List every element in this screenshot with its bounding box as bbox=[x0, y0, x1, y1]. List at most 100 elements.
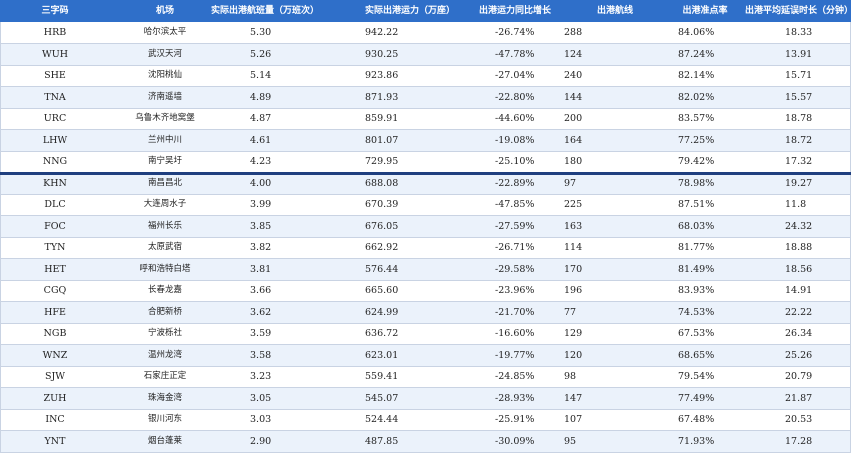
cell-code: INC bbox=[45, 414, 65, 425]
cell-yoy: -44.60% bbox=[495, 113, 535, 124]
cell-airport: 温州龙湾 bbox=[147, 349, 182, 360]
table-row: SJW 石家庄正定 3.23 559.41 -24.85% 98 79.54% 20.79 bbox=[0, 366, 851, 388]
cell-delay: 15.57 bbox=[785, 91, 813, 103]
cell-delay: 24.32 bbox=[785, 220, 813, 232]
cell-code: NNG bbox=[42, 156, 68, 167]
header-routes: 出港航线 bbox=[596, 6, 633, 16]
cell-capacity: 676.05 bbox=[365, 220, 399, 232]
cell-capacity: 576.44 bbox=[365, 263, 399, 275]
cell-delay: 26.34 bbox=[785, 328, 813, 339]
cell-routes: 170 bbox=[564, 263, 583, 275]
header-code: 三字码 bbox=[41, 6, 69, 16]
table-header: 三字码 机场 实际出港航班量（万班次） 实际出港运力（万座） 出港运力同比增长 … bbox=[0, 0, 853, 22]
cell-code: HET bbox=[44, 263, 66, 275]
table-row: NNG 南宁吴圩 4.23 729.95 -25.10% 180 79.42% 17.32 bbox=[0, 151, 851, 173]
cell-flights: 3.23 bbox=[250, 371, 272, 382]
cell-yoy: -47.78% bbox=[495, 48, 535, 60]
cell-delay: 20.53 bbox=[785, 414, 813, 425]
table-row: DLC 大连周水子 3.99 670.39 -47.85% 225 87.51% 11.8 bbox=[0, 194, 851, 216]
cell-delay: 22.22 bbox=[785, 306, 813, 318]
cell-yoy: -21.70% bbox=[495, 306, 535, 318]
cell-ontime: 83.57% bbox=[678, 113, 715, 124]
cell-flights: 3.58 bbox=[250, 349, 272, 361]
cell-yoy: -22.80% bbox=[495, 91, 535, 103]
cell-flights: 3.85 bbox=[250, 220, 272, 232]
cell-delay: 18.88 bbox=[785, 242, 813, 253]
cell-capacity: 636.72 bbox=[365, 328, 399, 339]
cell-delay: 17.28 bbox=[785, 435, 813, 447]
cell-routes: 120 bbox=[564, 349, 583, 361]
cell-delay: 13.91 bbox=[785, 48, 813, 60]
cell-capacity: 930.25 bbox=[365, 48, 399, 60]
cell-yoy: -27.04% bbox=[495, 70, 535, 81]
cell-code: DLC bbox=[44, 199, 66, 210]
cell-yoy: -47.85% bbox=[495, 199, 535, 210]
cell-ontime: 83.93% bbox=[678, 285, 715, 296]
cell-airport: 沈阳桃仙 bbox=[147, 70, 182, 80]
cell-ontime: 68.65% bbox=[678, 349, 715, 361]
cell-yoy: -30.09% bbox=[495, 435, 535, 447]
cell-capacity: 871.93 bbox=[365, 91, 399, 103]
header-delay: 出港平均延误时长（分钟） bbox=[745, 6, 853, 16]
cell-delay: 11.8 bbox=[785, 199, 807, 210]
cell-ontime: 82.14% bbox=[678, 70, 715, 81]
cell-airport: 呼和浩特白塔 bbox=[139, 263, 191, 274]
cell-capacity: 801.07 bbox=[365, 134, 399, 146]
cell-code: CGQ bbox=[43, 285, 67, 296]
cell-delay: 18.56 bbox=[785, 263, 813, 275]
cell-flights: 3.99 bbox=[250, 199, 272, 210]
cell-yoy: -19.77% bbox=[495, 349, 535, 361]
cell-capacity: 623.01 bbox=[365, 349, 399, 361]
cell-code: NGB bbox=[43, 328, 67, 339]
cell-yoy: -25.10% bbox=[495, 156, 535, 167]
table-row: URC 乌鲁木齐地窝堡 4.87 859.91 -44.60% 200 83.57% 18.7… bbox=[0, 108, 851, 130]
cell-airport: 南昌昌北 bbox=[147, 177, 182, 188]
cell-flights: 4.23 bbox=[250, 156, 272, 167]
cell-capacity: 662.92 bbox=[365, 242, 399, 253]
grid-line bbox=[0, 22, 1, 452]
group-divider bbox=[0, 171, 851, 175]
cell-routes: 98 bbox=[564, 371, 577, 382]
cell-code: TYN bbox=[44, 242, 66, 253]
cell-capacity: 545.07 bbox=[365, 392, 399, 404]
table-row: YNT 烟台蓬莱 2.90 487.85 -30.09% 95 71.93% 17.28 bbox=[0, 430, 851, 453]
cell-flights: 3.82 bbox=[250, 242, 272, 253]
cell-ontime: 77.25% bbox=[678, 134, 715, 146]
cell-ontime: 79.42% bbox=[678, 156, 715, 167]
cell-routes: 95 bbox=[564, 435, 577, 447]
cell-airport: 太原武宿 bbox=[147, 242, 182, 252]
cell-ontime: 68.03% bbox=[678, 220, 715, 232]
cell-airport: 南宁吴圩 bbox=[147, 156, 182, 166]
cell-yoy: -28.93% bbox=[495, 392, 535, 404]
cell-yoy: -25.91% bbox=[495, 414, 535, 425]
cell-code: SJW bbox=[44, 371, 66, 382]
cell-ontime: 74.53% bbox=[678, 306, 715, 318]
cell-capacity: 524.44 bbox=[365, 414, 399, 425]
cell-code: ZUH bbox=[43, 392, 67, 404]
cell-delay: 21.87 bbox=[785, 392, 813, 404]
cell-flights: 2.90 bbox=[250, 435, 272, 447]
cell-routes: 147 bbox=[564, 392, 583, 404]
cell-capacity: 624.99 bbox=[365, 306, 399, 318]
cell-ontime: 67.48% bbox=[678, 414, 715, 425]
cell-routes: 129 bbox=[564, 328, 583, 339]
cell-flights: 5.14 bbox=[250, 70, 272, 81]
cell-airport: 烟台蓬莱 bbox=[147, 435, 182, 446]
cell-ontime: 87.24% bbox=[678, 48, 715, 60]
table-row: SHE 沈阳桃仙 5.14 923.86 -27.04% 240 82.14% 15.71 bbox=[0, 65, 851, 87]
cell-routes: 225 bbox=[564, 199, 583, 210]
cell-ontime: 79.54% bbox=[678, 371, 715, 382]
cell-airport: 乌鲁木齐地窝堡 bbox=[135, 113, 195, 123]
table-row: WNZ 温州龙湾 3.58 623.01 -19.77% 120 68.65% 25.26 bbox=[0, 344, 851, 367]
cell-yoy: -26.71% bbox=[495, 242, 535, 253]
cell-airport: 兰州中川 bbox=[147, 134, 182, 145]
table-row: HFE 合肥新桥 3.62 624.99 -21.70% 77 74.53% 22.22 bbox=[0, 301, 851, 324]
header-ontime: 出港准点率 bbox=[682, 6, 728, 16]
header-airport: 机场 bbox=[155, 6, 174, 16]
cell-capacity: 688.08 bbox=[365, 177, 399, 189]
cell-ontime: 77.49% bbox=[678, 392, 715, 404]
cell-capacity: 729.95 bbox=[365, 156, 399, 167]
cell-flights: 3.03 bbox=[250, 414, 272, 425]
cell-capacity: 559.41 bbox=[365, 371, 399, 382]
